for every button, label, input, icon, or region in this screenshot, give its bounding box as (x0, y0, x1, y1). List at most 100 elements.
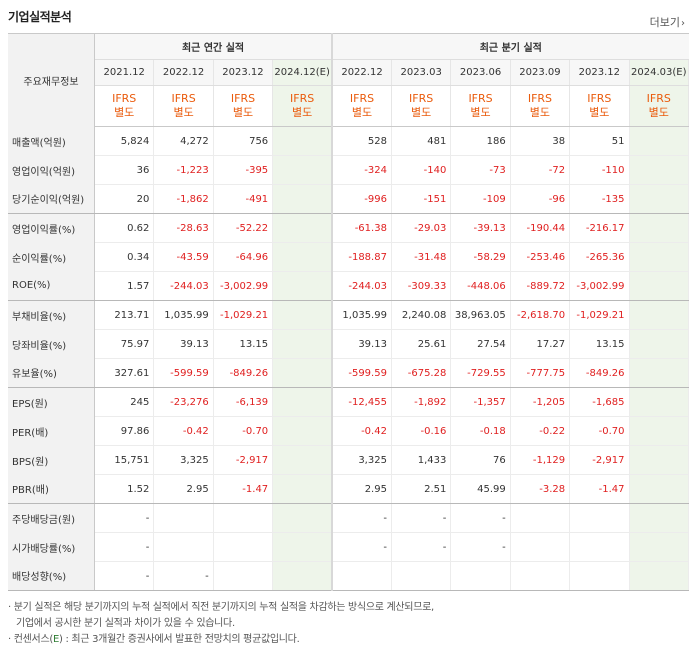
table-cell: -1,205 (510, 387, 571, 417)
table-cell: 36 (94, 155, 155, 185)
table-cell: -395 (213, 155, 274, 185)
table-cell (272, 503, 334, 533)
table-cell: 1,035.99 (332, 300, 392, 330)
table-cell (272, 445, 334, 475)
ifrs-bottom: 별도 (114, 106, 135, 119)
ifrs-top: IFRS (171, 92, 196, 105)
table-cell: -2,917 (569, 445, 630, 475)
table-cell: -28.63 (153, 213, 214, 243)
table-cell: -0.16 (391, 416, 452, 446)
table-cell (391, 561, 452, 591)
row-label: 시가배당률(%) (8, 532, 95, 562)
period-header: 2022.12 (332, 59, 392, 86)
table-cell: -0.42 (332, 416, 392, 446)
row-label: PER(배) (8, 416, 95, 446)
table-row: 순이익률(%) 0.34 -43.59 -64.96 -188.87 -31.48 -58.… (8, 242, 690, 272)
row-label: ROE(%) (8, 271, 95, 301)
table-cell: - (94, 532, 155, 562)
table-cell: 1,433 (391, 445, 452, 475)
ifrs-bottom: 별도 (291, 106, 313, 119)
table-cell: 76 (450, 445, 511, 475)
table-row: EPS(원) 245 -23,276 -6,139 -12,455 -1,892 -1,35… (8, 387, 690, 417)
table-row: BPS(원) 15,751 3,325 -2,917 3,325 1,433 76 -1,12… (8, 445, 690, 475)
table-cell: -849.26 (569, 358, 630, 388)
table-cell: 1.57 (94, 271, 155, 301)
table-cell: 3,325 (332, 445, 392, 475)
table-cell: 39.13 (153, 329, 214, 359)
table-cell (272, 474, 334, 504)
table-cell: -6,139 (213, 387, 274, 417)
table-cell (629, 329, 690, 359)
period-header: 2023.12 (569, 59, 630, 86)
period-header: 2021.12 (94, 59, 155, 86)
table-cell: -244.03 (153, 271, 214, 301)
table-cell (629, 271, 690, 301)
table-cell (629, 300, 690, 330)
table-row: 당좌비율(%) 75.97 39.13 13.15 39.13 25.61 27.54 17.… (8, 329, 690, 359)
table-cell: -253.46 (510, 242, 571, 272)
table-cell: 75.97 (94, 329, 155, 359)
ifrs-bottom: 별도 (589, 106, 610, 119)
note-line-2: 기업에서 공시한 분기 실적과 차이가 있을 수 있습니다. (16, 618, 235, 629)
row-label: PBR(배) (8, 474, 95, 504)
ifrs-header-row: IFRS 별도 IFRS 별도 IFRS 별도 IFRS 별도 IFRS 별도 IFRS 별도 IFRS… (8, 85, 690, 127)
table-cell: -491 (213, 184, 274, 214)
table-cell: -675.28 (391, 358, 452, 388)
footnotes: · 분기 실적은 해당 분기까지의 누적 실적에서 직전 분기까지의 누적 실적… (8, 600, 434, 648)
table-cell (272, 300, 334, 330)
table-row: PBR(배) 1.52 2.95 -1.47 2.95 2.51 45.99 -3.28 -1.… (8, 474, 690, 504)
table-cell (272, 155, 334, 185)
table-cell: 2.51 (391, 474, 452, 504)
table-cell: -448.06 (450, 271, 511, 301)
table-cell (510, 503, 571, 533)
more-link[interactable]: 더보기› (650, 14, 685, 30)
table-cell: - (94, 503, 155, 533)
table-cell (272, 242, 334, 272)
table-cell (629, 242, 690, 272)
ifrs-top: IFRS (409, 92, 434, 105)
row-label: 순이익률(%) (8, 242, 95, 272)
period-header: 2022.12 (153, 59, 214, 86)
table-cell: -244.03 (332, 271, 392, 301)
table-cell (629, 184, 690, 214)
table-cell: -3,002.99 (569, 271, 630, 301)
table-cell: -39.13 (450, 213, 511, 243)
table-cell (272, 126, 334, 156)
table-cell: -110 (569, 155, 630, 185)
table-cell: -43.59 (153, 242, 214, 272)
table-cell (629, 416, 690, 446)
table-cell: 39.13 (332, 329, 392, 359)
ifrs-bottom: 별도 (648, 106, 669, 119)
table-cell: 25.61 (391, 329, 452, 359)
table-cell: - (391, 503, 452, 533)
note-line-3-prefix: · 컨센서스( (8, 634, 53, 645)
table-cell (213, 561, 274, 591)
table-row: 유보율(%) 327.61 -599.59 -849.26 -599.59 -675.28… (8, 358, 690, 388)
ifrs-label: IFRS 별도 (629, 85, 690, 127)
ifrs-bottom: 별도 (351, 106, 373, 119)
table-cell (332, 561, 392, 591)
table-cell: -1,029.21 (213, 300, 274, 330)
period-header: 2023.03 (391, 59, 452, 86)
table-cell: -849.26 (213, 358, 274, 388)
table-cell (153, 503, 214, 533)
table-cell: -729.55 (450, 358, 511, 388)
table-cell: - (450, 503, 511, 533)
ifrs-bottom: 별도 (470, 106, 491, 119)
ifrs-bottom: 별도 (529, 106, 551, 119)
ifrs-top: IFRS (349, 92, 375, 105)
table-cell: 45.99 (450, 474, 511, 504)
table-cell: -2,917 (213, 445, 274, 475)
table-cell: - (332, 532, 392, 562)
row-label: 배당성향(%) (8, 561, 95, 591)
table-cell: 528 (332, 126, 392, 156)
table-cell (569, 503, 630, 533)
ifrs-top: IFRS (230, 92, 256, 105)
table-cell: -29.03 (391, 213, 452, 243)
table-cell: 186 (450, 126, 511, 156)
quarter-group-header: 최근 분기 실적 (332, 33, 689, 60)
note-line-3: · 컨센서스(E) : 최근 3개월간 증권사에서 발표한 전망치의 평균값입니… (8, 632, 434, 648)
table-row: 매출액(억원) 5,824 4,272 756 528 481 186 38 51 (8, 126, 690, 156)
table-cell: -140 (391, 155, 452, 185)
table-cell (272, 213, 334, 243)
